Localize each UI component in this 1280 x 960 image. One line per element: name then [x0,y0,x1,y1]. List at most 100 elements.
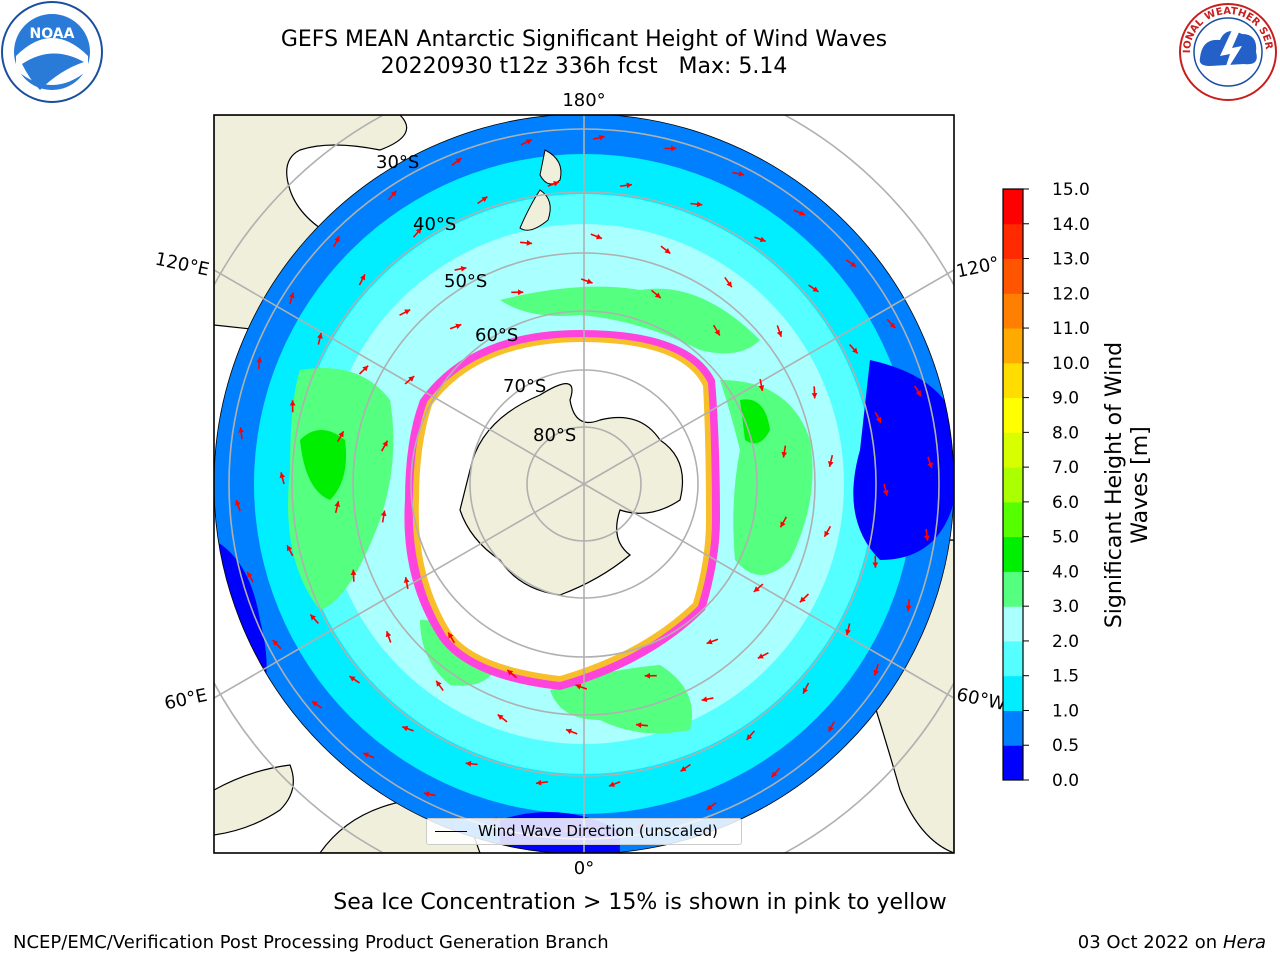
wind-arrow-head [882,489,889,496]
colorbar-label: Significant Height of Wind Waves [m] [1102,342,1154,628]
wind-arrow-head [799,596,806,603]
antarctica-land [459,383,684,596]
colorbar-tick-label: 7.0 [1052,458,1079,478]
wind-arrow-head [311,701,318,707]
wind-arrow-head [362,365,369,372]
noaa-logo-icon: NOAA [1,1,103,103]
footer-date-text: 03 Oct 2022 on [1077,932,1223,953]
wind-arrow-head [575,684,582,690]
lon-label-60e: 60°E [163,685,210,715]
wind-arrow-head [706,638,713,645]
wind-arrow-head [828,725,834,732]
colorbar-tick-label: 3.0 [1052,597,1079,617]
chart-title: GEFS MEAN Antarctic Significant Height o… [280,27,888,52]
colorbar-tick-label: 0.0 [1052,771,1079,790]
wind-arrow-head [701,696,708,703]
wind-arrow-head [738,171,745,177]
madagascar-land [214,764,294,836]
wind-arrow-head [481,196,488,202]
wind-arrow-head [287,545,293,552]
wind-arrow-head [696,201,703,208]
wind-arrow-head [706,804,713,810]
wind-arrow-head [566,728,572,735]
wind-arrow-head [289,400,296,406]
wind-arrow-head [586,278,593,284]
wind-arrow-head [272,639,279,646]
wind-arrow-head [363,752,370,758]
wind-arrow-head [759,236,766,243]
wind-arrow-head [310,614,316,621]
colorbar-segment [1003,745,1023,781]
colorbar-segment [1003,467,1023,503]
lat-label-40s: 40°S [413,214,456,235]
colorbar-segment [1003,501,1023,538]
wind-arrow-head [852,347,858,354]
wind-arrow-head [811,392,818,399]
lat-label-70s: 70°S [503,376,546,397]
wind-arrow-head [390,190,397,197]
wind-arrow-head [771,771,778,778]
colorbar-tick-label: 8.0 [1052,423,1079,443]
wind-arrow-head [382,440,388,447]
legend-text: Wind Wave Direction (unscaled) [478,822,718,840]
wind-arrow-head [238,427,244,433]
colorbar-segment [1003,710,1023,746]
wind-arrow-head [415,228,422,234]
lat-label-50s: 50°S [444,271,487,292]
wind-arrow-head [455,158,462,164]
wind-arrow-head [905,605,912,612]
colorbar-segment [1003,293,1023,329]
colorbar-tick-label: 15.0 [1052,180,1090,200]
footer-branch: NCEP/EMC/Verification Post Processing Pr… [13,932,609,953]
wind-arrow-head [781,451,788,458]
colorbar-segment [1003,258,1023,294]
wind-arrow-head [507,669,514,676]
wind-arrow-head [598,134,605,141]
wind-arrow-head [349,676,356,682]
colorbar: 0.0 0.5 1.0 1.5 2.0 3.0 4.0 5.0 6.0 7.0 8.0 9.0 10.0… [1002,180,1090,790]
colorbar-segment [1003,328,1023,364]
colorbar-tick-label: 10.0 [1052,354,1090,374]
wind-arrow-head [757,653,764,659]
colorbar-tick-label: 12.0 [1052,284,1090,304]
wind-arrow-head [247,571,253,578]
wind-arrow-head [448,632,454,639]
legend-line-icon [435,831,467,832]
lat-label-60s: 60°S [475,325,518,346]
colorbar-segment [1003,640,1023,677]
colorbar-ticks: 0.0 0.5 1.0 1.5 2.0 3.0 4.0 5.0 6.0 7.0 8.0 9.0 10.0… [1023,180,1090,790]
wind-arrow-head [359,274,366,281]
wind-arrow-head [334,236,340,243]
wind-arrow-head [824,530,830,537]
wind-arrow-head [915,390,921,397]
wind-arrow-head [525,139,532,145]
colorbar-segment [1003,432,1023,468]
wind-arrow-head [436,680,442,687]
wind-arrow-head [889,322,896,329]
wind-arrow-head [812,286,819,292]
lon-label-120e: 120°E [153,249,211,281]
colorbar-tick-label: 1.0 [1052,701,1079,721]
wind-arrow-head [780,521,786,528]
wind-arrow-head [798,210,805,216]
sea-ice-note: Sea Ice Concentration > 15% is shown in … [333,890,947,915]
colorbar-segment [1003,536,1023,572]
colorbar-segment [1003,675,1023,711]
lon-label-180: 180° [562,90,605,111]
lat-label-80s: 80°S [533,425,576,446]
wind-arrow-head [827,461,834,467]
colorbar-tick-label: 1.5 [1052,667,1079,687]
graticule [214,115,954,853]
colorbar-segment [1003,223,1023,260]
wind-arrow-head [535,779,542,786]
wind-arrow-head [671,145,677,152]
wind-arrow-head [596,233,602,240]
wind-arrow-head [726,281,732,288]
colorbar-tick-label: 9.0 [1052,389,1079,409]
colorbar-segment [1003,362,1023,399]
wind-arrow-head [497,714,504,720]
wind-arrow-head [924,535,930,541]
wind-arrow-head [423,791,430,797]
footer-machine: Hera [1222,932,1266,953]
wind-arrow-head [753,586,760,592]
